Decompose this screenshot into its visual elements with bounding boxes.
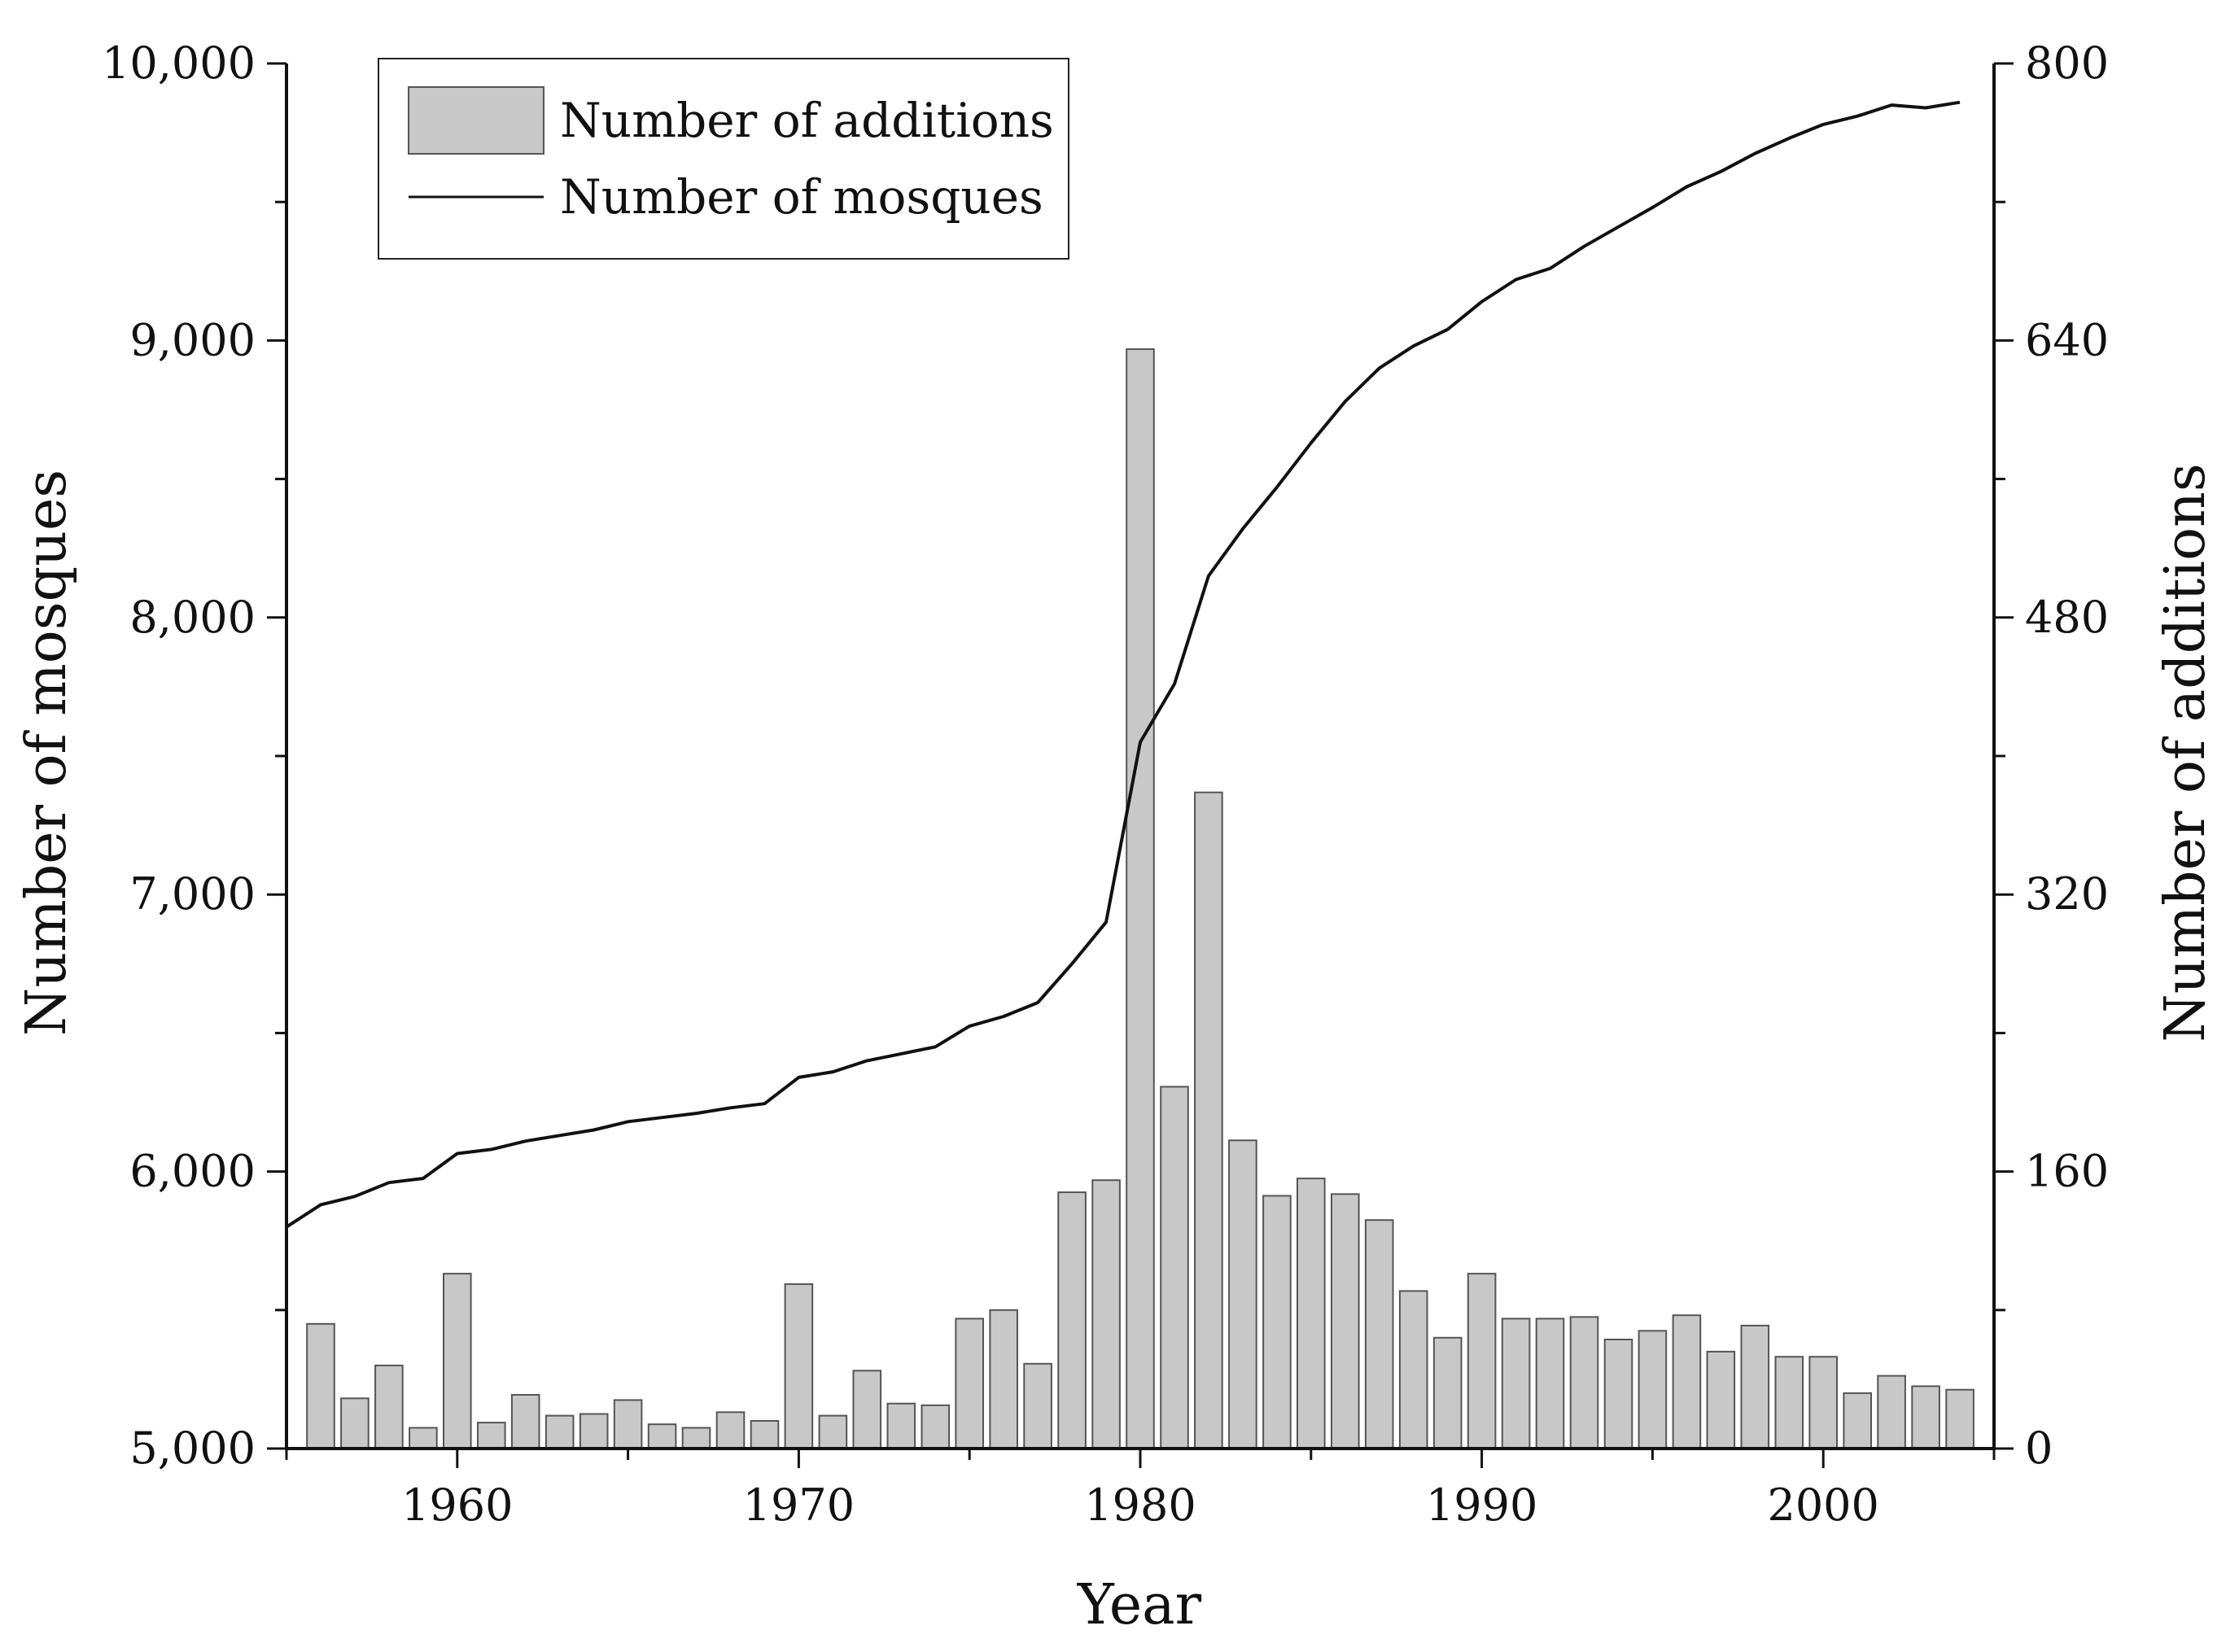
legend-swatch-bars (408, 86, 544, 155)
bar-2003 (1911, 1385, 1940, 1450)
labels-layer: Year Number of mosques Number of additio… (15, 463, 2218, 1637)
bar-1980 (1126, 348, 1155, 1449)
y-left-tick-label-6000: 6,000 (129, 1146, 256, 1197)
mosques-line (285, 100, 1961, 1229)
bar-2000 (1808, 1356, 1838, 1449)
bar-1959 (409, 1427, 438, 1449)
bar-2002 (1877, 1374, 1906, 1449)
bar-1957 (340, 1397, 370, 1450)
y-left-tick-label-8000: 8,000 (129, 592, 256, 643)
bar-1963 (544, 1414, 575, 1449)
x-tick-label-2000: 2000 (1767, 1479, 1878, 1531)
bar-1997 (1706, 1350, 1736, 1450)
bar-1967 (681, 1427, 711, 1449)
y-right-tick-label-0: 0 (2025, 1423, 2053, 1474)
bar-1985 (1297, 1178, 1326, 1449)
bar-1990 (1467, 1273, 1497, 1449)
x-tick-label-1960: 1960 (401, 1479, 513, 1531)
y-right-tick-label-480: 480 (2025, 592, 2109, 643)
y-right-axis-title: Number of additions (2154, 463, 2218, 1042)
bars-layer (306, 348, 1974, 1450)
bar-1969 (750, 1420, 780, 1449)
bar-1981 (1160, 1086, 1189, 1450)
legend: Number of additions Number of mosques (378, 58, 1069, 260)
bar-1996 (1672, 1314, 1702, 1449)
bar-1978 (1057, 1191, 1087, 1449)
x-tick-label-1980: 1980 (1084, 1479, 1196, 1531)
bar-1968 (715, 1411, 746, 1450)
bar-1956 (306, 1322, 335, 1450)
y-left-tick-label-10000: 10,000 (102, 37, 256, 89)
bar-1983 (1228, 1139, 1257, 1450)
bar-2004 (1945, 1388, 1974, 1449)
bar-1972 (852, 1370, 882, 1450)
bar-1998 (1740, 1324, 1770, 1450)
bar-1966 (647, 1423, 677, 1449)
bar-1991 (1501, 1318, 1531, 1450)
bar-1986 (1331, 1193, 1360, 1450)
x-tick-label-1990: 1990 (1426, 1479, 1537, 1531)
bar-1979 (1091, 1179, 1121, 1449)
bar-1994 (1603, 1339, 1633, 1449)
bar-1989 (1432, 1336, 1463, 1450)
bar-1974 (921, 1404, 951, 1450)
bar-1995 (1638, 1330, 1668, 1450)
bar-1973 (886, 1402, 916, 1449)
bar-1971 (818, 1414, 848, 1449)
line-layer (285, 100, 1961, 1229)
bar-1975 (955, 1318, 985, 1450)
x-axis-title: Year (1077, 1573, 1202, 1637)
y-left-tick-label-9000: 9,000 (129, 314, 256, 365)
bar-1965 (613, 1399, 643, 1450)
bar-1964 (579, 1413, 609, 1449)
legend-label-mosques: Number of mosques (560, 169, 1043, 225)
bar-1987 (1364, 1219, 1394, 1449)
y-right-tick-label-160: 160 (2025, 1146, 2109, 1197)
bar-1961 (477, 1422, 506, 1449)
bar-1993 (1569, 1316, 1599, 1450)
bar-1988 (1398, 1290, 1428, 1450)
bar-1977 (1023, 1362, 1052, 1450)
bar-1984 (1262, 1195, 1292, 1450)
bar-1970 (784, 1283, 814, 1450)
bar-1982 (1194, 791, 1223, 1449)
bar-2001 (1843, 1392, 1872, 1450)
y-left-axis-title: Number of mosques (15, 470, 79, 1036)
bar-1976 (989, 1309, 1019, 1450)
bar-1962 (510, 1394, 540, 1449)
ticks-layer: 1960 1970 1980 1990 2000 5,000 6,000 7,000 8,000… (102, 37, 2109, 1531)
bar-1960 (443, 1273, 472, 1449)
y-left-tick-label-5000: 5,000 (129, 1423, 256, 1474)
bar-1958 (374, 1364, 404, 1450)
x-tick-label-1970: 1970 (743, 1479, 855, 1531)
y-right-tick-label-640: 640 (2025, 314, 2109, 365)
bar-1992 (1535, 1318, 1565, 1450)
y-right-tick-label-320: 320 (2025, 868, 2109, 920)
legend-label-additions: Number of additions (560, 93, 1054, 148)
y-right-tick-label-800: 800 (2025, 37, 2109, 89)
y-left-tick-label-7000: 7,000 (129, 868, 256, 920)
bar-1999 (1774, 1356, 1804, 1449)
